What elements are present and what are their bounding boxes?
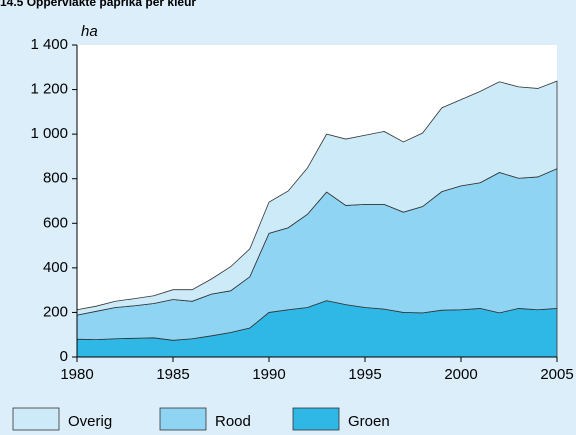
- legend-swatch: [159, 407, 207, 431]
- legend-label: Groen: [348, 413, 390, 430]
- y-tick-label: 200: [43, 303, 68, 320]
- x-tick-label: 2005: [540, 366, 573, 383]
- legend-label: Rood: [215, 413, 251, 430]
- legend-label: Overig: [68, 413, 112, 430]
- chart-title: 14.5 Oppervlakte paprika per kleur: [0, 0, 196, 9]
- y-tick-label: 1 200: [30, 81, 68, 98]
- y-tick-label: 800: [43, 170, 68, 187]
- x-tick-label: 2000: [444, 366, 477, 383]
- x-tick-label: 1995: [348, 366, 381, 383]
- y-tick-label: 600: [43, 214, 68, 231]
- x-tick-label: 1990: [252, 366, 285, 383]
- legend-swatch: [12, 407, 60, 431]
- x-tick-label: 1980: [60, 366, 93, 383]
- y-tick-label: 0: [60, 348, 68, 365]
- y-tick-label: 1 400: [30, 36, 68, 53]
- area: [76, 80, 558, 316]
- y-tick-label: 400: [43, 259, 68, 276]
- y-tick-label: 1 000: [30, 125, 68, 142]
- y-axis-label: ha: [81, 23, 98, 40]
- x-tick-label: 1985: [156, 366, 189, 383]
- legend-swatch: [292, 407, 340, 431]
